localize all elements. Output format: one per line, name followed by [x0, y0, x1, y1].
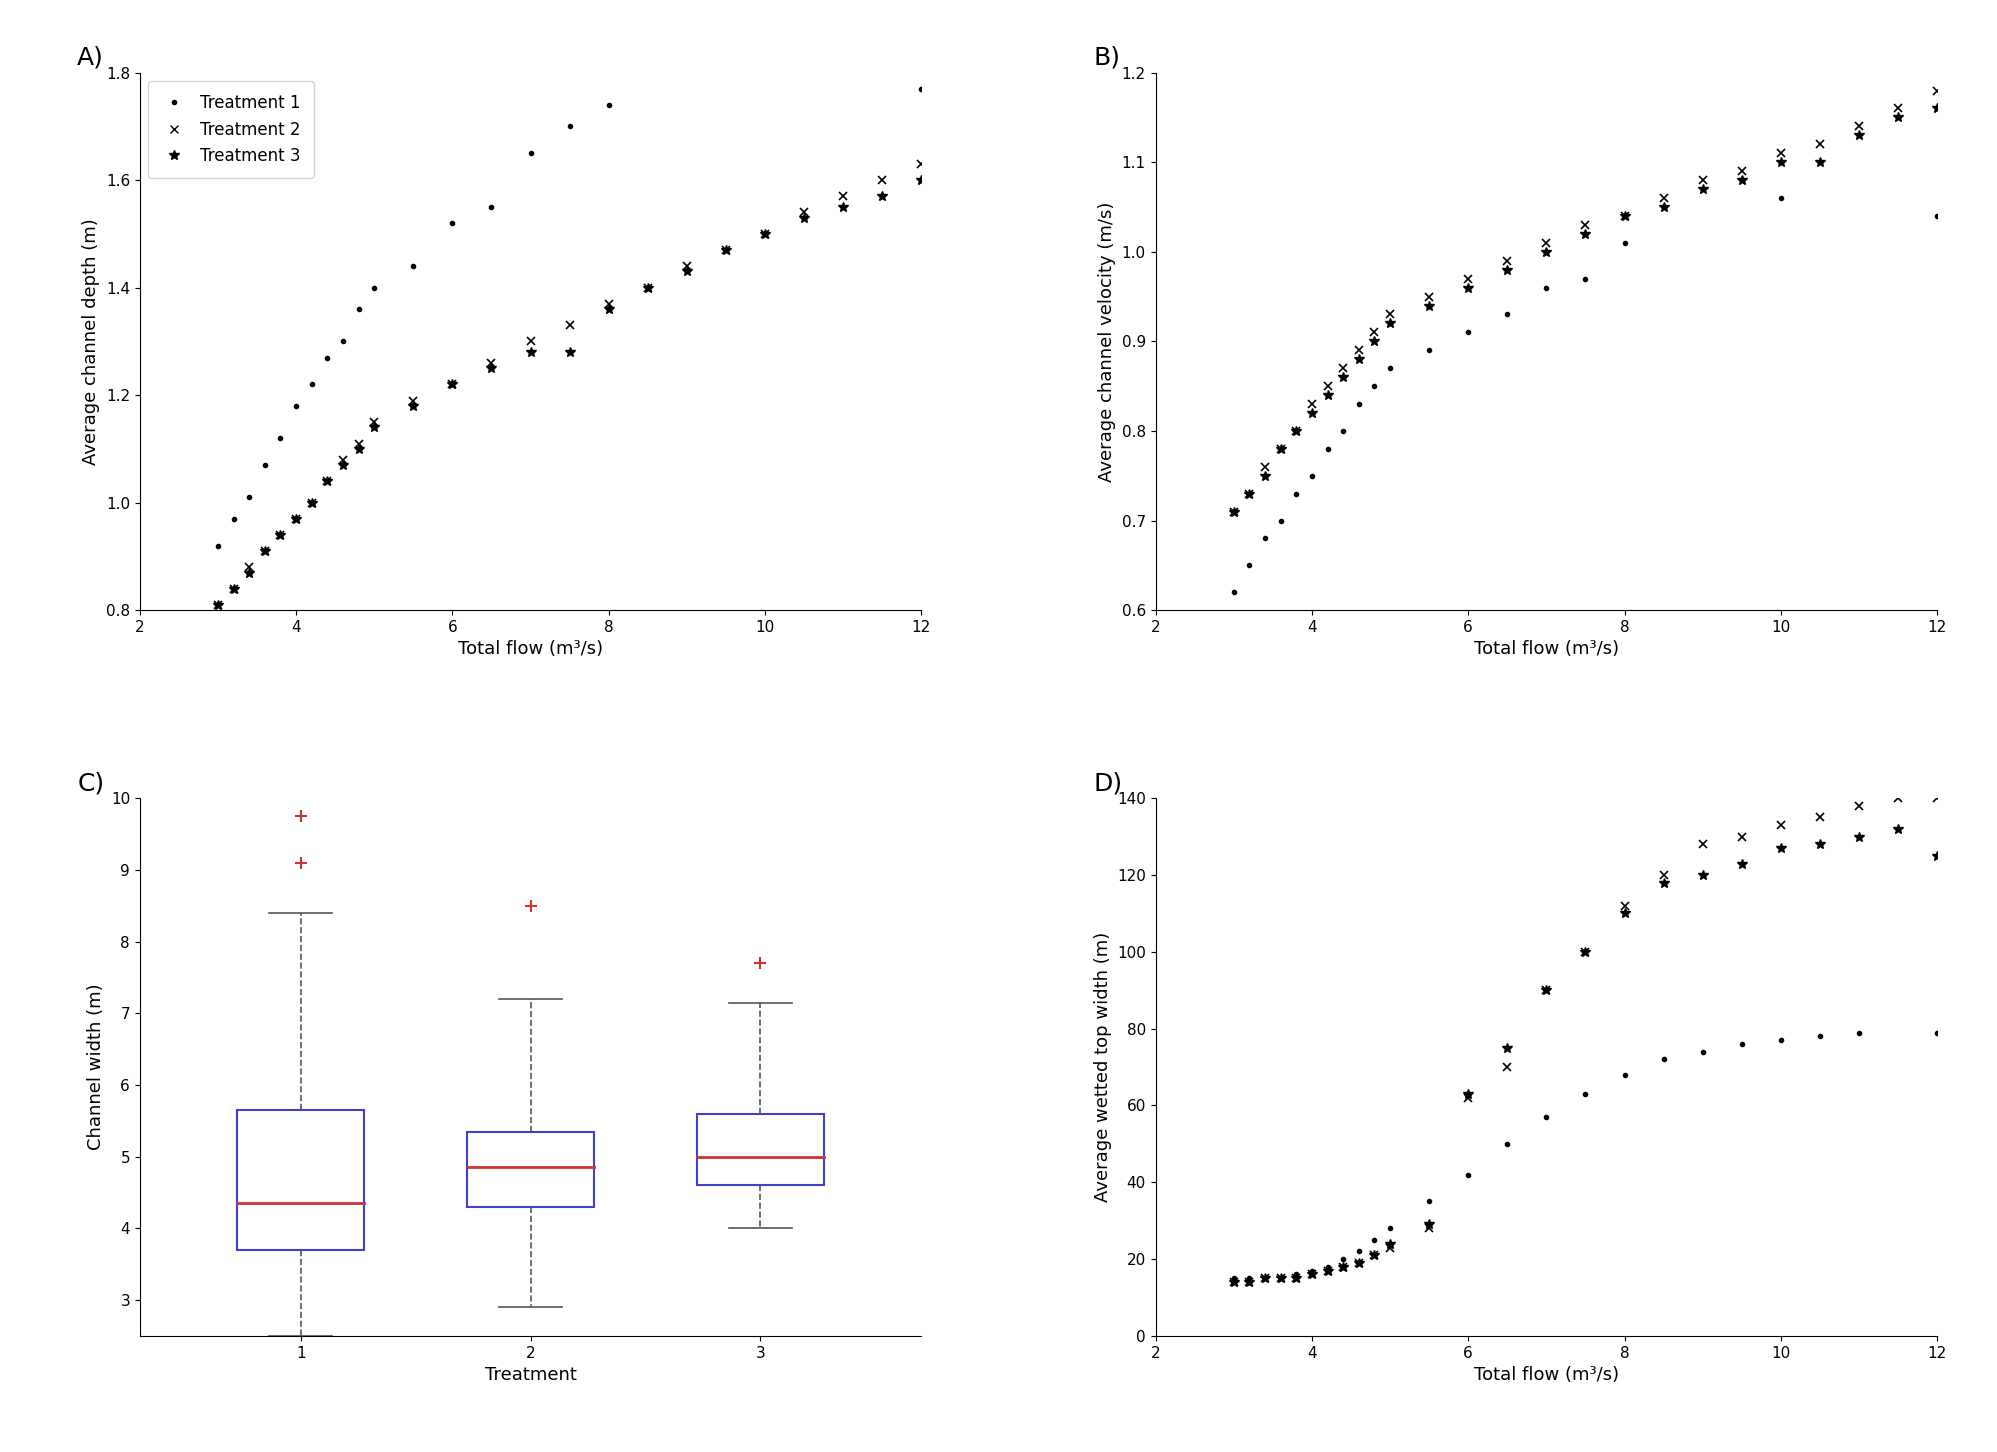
X-axis label: Total flow (m³/s): Total flow (m³/s)	[1474, 1366, 1620, 1384]
Text: C): C)	[78, 771, 104, 796]
Legend: Treatment 1, Treatment 2, Treatment 3: Treatment 1, Treatment 2, Treatment 3	[148, 81, 314, 179]
Text: A): A)	[78, 45, 104, 70]
X-axis label: Treatment: Treatment	[485, 1366, 577, 1384]
Y-axis label: Average channel depth (m): Average channel depth (m)	[82, 218, 100, 465]
X-axis label: Total flow (m³/s): Total flow (m³/s)	[1474, 640, 1620, 658]
Y-axis label: Channel width (m): Channel width (m)	[88, 984, 106, 1150]
FancyBboxPatch shape	[697, 1114, 823, 1185]
FancyBboxPatch shape	[467, 1131, 593, 1207]
X-axis label: Total flow (m³/s): Total flow (m³/s)	[457, 640, 603, 658]
Y-axis label: Average wetted top width (m): Average wetted top width (m)	[1094, 932, 1112, 1202]
Text: D): D)	[1092, 771, 1122, 796]
FancyBboxPatch shape	[238, 1111, 363, 1250]
Y-axis label: Average channel velocity (m/s): Average channel velocity (m/s)	[1098, 202, 1116, 482]
Text: B): B)	[1092, 45, 1120, 70]
